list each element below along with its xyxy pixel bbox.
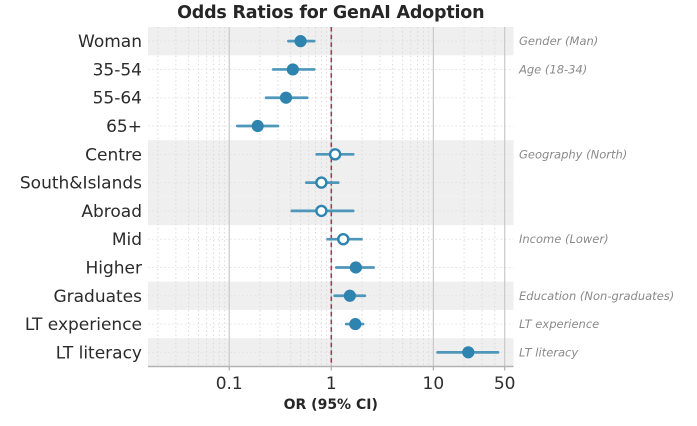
x-axis-title: OR (95% CI): [284, 397, 378, 413]
or-point-filled: [343, 289, 356, 302]
x-tick-label: 10: [423, 374, 445, 394]
group-annotation: Geography (North): [519, 147, 627, 161]
group-annotation: Education (Non-graduates): [519, 289, 674, 303]
x-tick-label: 50: [494, 374, 516, 394]
group-annotation: LT experience: [519, 317, 599, 331]
y-category-label: LT experience: [25, 315, 142, 335]
y-category-label: 65+: [106, 117, 142, 137]
group-annotation: Income (Lower): [519, 232, 609, 246]
y-category-label: South&Islands: [20, 174, 142, 194]
y-category-label: Centre: [85, 145, 142, 165]
or-point-filled: [349, 261, 362, 274]
group-annotation: Age (18-34): [518, 62, 587, 76]
y-category-label: LT literacy: [56, 343, 142, 363]
group-annotation: Gender (Man): [519, 34, 598, 48]
or-point-filled: [294, 35, 307, 48]
y-category-label: 35-54: [93, 60, 142, 80]
or-point-filled: [462, 346, 475, 359]
y-category-label: Graduates: [53, 287, 142, 307]
or-point-open: [328, 148, 342, 161]
x-tick-label: 0.1: [216, 374, 243, 394]
y-category-label: 55-64: [93, 89, 142, 109]
or-point-open: [315, 204, 328, 218]
or-point-filled: [349, 317, 362, 331]
y-category-label: Mid: [112, 230, 142, 250]
x-tick-label: 1: [326, 374, 337, 394]
group-annotation: LT literacy: [519, 345, 578, 359]
y-category-label: Woman: [78, 32, 142, 52]
or-point-filled: [279, 91, 293, 104]
y-category-label: Abroad: [81, 202, 142, 222]
or-point-open: [337, 232, 350, 246]
or-point-filled: [251, 119, 264, 133]
or-point-filled: [286, 63, 299, 76]
or-point-open: [315, 176, 328, 189]
chart-title: Odds Ratios for GenAI Adoption: [177, 3, 484, 23]
y-category-label: Higher: [85, 258, 142, 278]
